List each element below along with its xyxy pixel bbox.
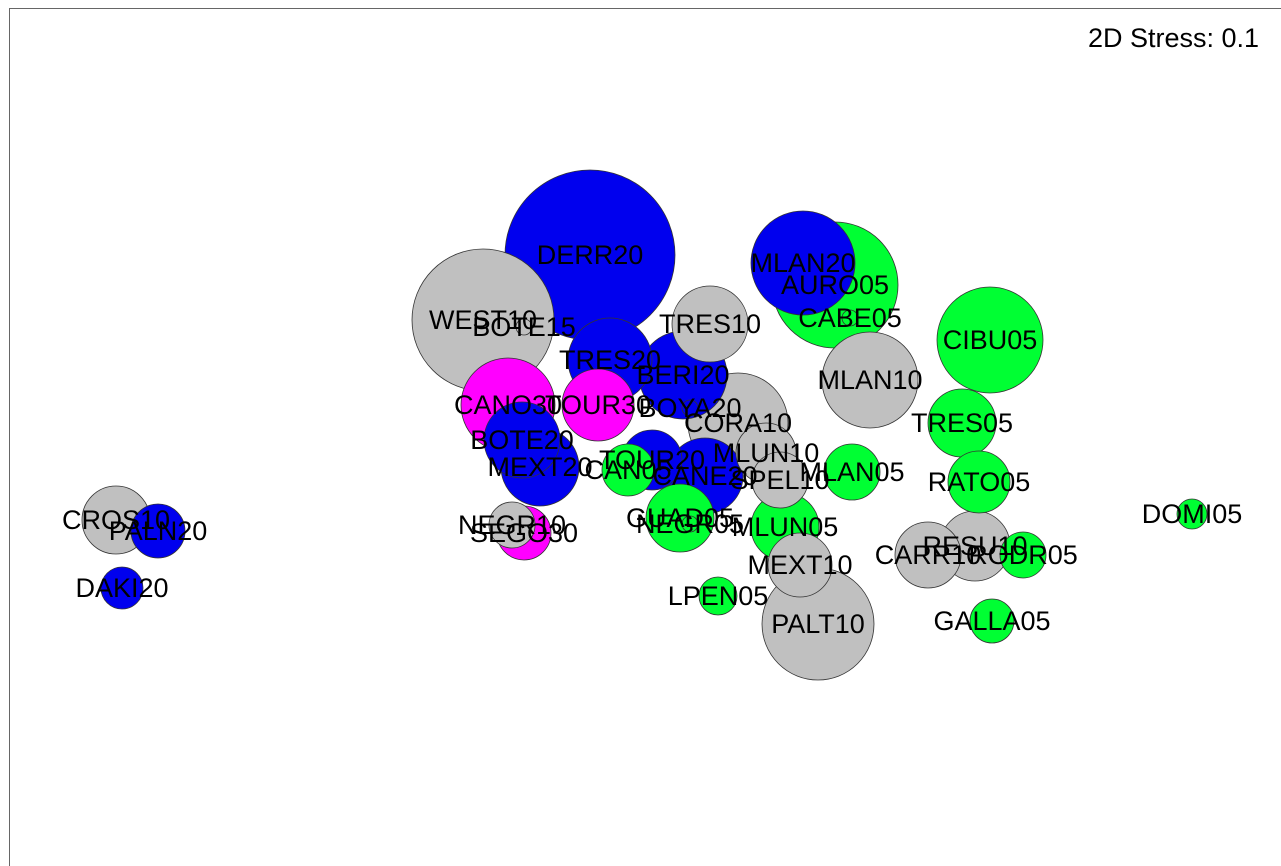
point-label-west10: WEST10: [429, 305, 537, 335]
point-label-lpen05: LPEN05: [668, 581, 769, 611]
bubble-bote20: [483, 401, 561, 479]
point-label-palt10: PALT10: [771, 609, 865, 639]
bubble-cabe05: [841, 309, 859, 327]
point-label-mext10: MEXT10: [747, 550, 852, 580]
bubble-domi05: [1176, 498, 1208, 530]
stress-annotation: 2D Stress: 0.1: [1088, 23, 1259, 53]
point-label-mext20: MEXT20: [487, 452, 592, 482]
bubble-bote15: [515, 318, 533, 336]
point-label-boya20: BOYA20: [638, 393, 741, 423]
point-label-tres20: TRES20: [559, 345, 661, 375]
point-label-mlun05: MLUN05: [732, 512, 839, 542]
point-label-spel10: SPEL10: [730, 465, 829, 495]
point-label-negr05: NEGR05: [636, 509, 744, 539]
point-label-paln20: PALN20: [109, 516, 208, 546]
point-label-galla05: GALLA05: [933, 606, 1050, 636]
point-label-tour30: TOUR30: [545, 390, 651, 420]
bubble-negr05: [681, 515, 699, 533]
point-label-cora10: CORA10: [684, 408, 792, 438]
point-label-rato05: RATO05: [928, 467, 1031, 497]
point-label-rodr05: RODR05: [968, 540, 1078, 570]
point-label-cros10: CROS10: [62, 505, 170, 535]
point-label-daki20: DAKI20: [75, 573, 168, 603]
bubble-mext10: [767, 532, 833, 598]
point-label-sego30: SEGO30: [470, 518, 578, 548]
point-label-negr10: NEGR10: [458, 510, 566, 540]
bubble-guad05: [645, 483, 715, 553]
point-label-domi05: DOMI05: [1142, 499, 1243, 529]
point-label-cabe05: CABE05: [798, 303, 902, 333]
bubble-mlan10: [821, 331, 919, 429]
point-label-bote15: BOTE15: [472, 312, 576, 342]
bubble-rodr05: [999, 531, 1047, 579]
point-label-cibu05: CIBU05: [943, 325, 1038, 355]
point-label-tres05: TRES05: [911, 408, 1013, 438]
point-label-can05: CAN05: [584, 455, 671, 485]
bubble-daki20: [100, 566, 144, 610]
point-label-bote20: BOTE20: [470, 425, 574, 455]
point-label-guad05: GUAD05: [626, 503, 734, 533]
bubble-rato05: [947, 450, 1011, 514]
bubble-mlan20: [750, 210, 856, 316]
point-label-auro05: AURO05: [781, 270, 889, 300]
bubble-negr10: [488, 501, 536, 549]
bubble-spel10: [751, 451, 809, 509]
bubble-cibu05: [936, 286, 1044, 394]
point-label-beri20: BERI20: [636, 360, 729, 390]
bubble-tres10: [671, 285, 749, 363]
point-label-mlan05: MLAN05: [799, 457, 904, 487]
point-label-tour20: TOUR20: [599, 445, 705, 475]
point-label-mlan20: MLAN20: [750, 248, 855, 278]
point-label-tres10: TRES10: [659, 309, 761, 339]
bubble-boya20: [681, 399, 699, 417]
point-label-cano30: CANO30: [454, 390, 562, 420]
plot-frame: [9, 8, 1281, 866]
bubble-mlan05: [823, 443, 881, 501]
point-label-derr20: DERR20: [537, 240, 644, 270]
point-label-resu10: RESU10: [922, 531, 1027, 561]
point-label-mlan10: MLAN10: [817, 365, 922, 395]
point-label-carr10: CARR10: [875, 540, 982, 570]
point-label-cane20: CANE20: [652, 461, 757, 491]
bubble-lpen05: [698, 576, 738, 616]
point-label-mlun10: MLUN10: [713, 438, 820, 468]
bubble-galla05: [969, 598, 1015, 644]
bubble-paln20: [130, 503, 186, 559]
bubble-layer: [81, 169, 1208, 681]
bubble-can05: [601, 443, 655, 497]
bubble-carr10: [894, 521, 962, 589]
bubble-tour30: [561, 368, 635, 442]
